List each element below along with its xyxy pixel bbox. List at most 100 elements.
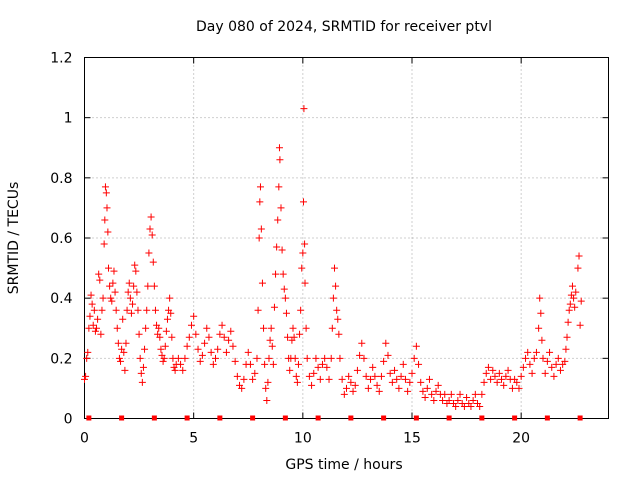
- data-point: [480, 378, 488, 386]
- data-point: [358, 339, 366, 347]
- data-point: [192, 330, 200, 338]
- data-point: [166, 294, 174, 302]
- data-point: [291, 354, 299, 362]
- data-point: [268, 342, 276, 350]
- data-point: [100, 240, 108, 248]
- data-point: [289, 324, 297, 332]
- data-point: [231, 357, 239, 365]
- data-point: [194, 345, 202, 353]
- data-point: [267, 324, 275, 332]
- data-point: [183, 342, 191, 350]
- data-point: [218, 321, 226, 329]
- y-tick-label: 0.2: [50, 351, 72, 367]
- data-point: [293, 378, 301, 386]
- data-point: [362, 372, 370, 380]
- data-point: [360, 354, 368, 362]
- data-point: [282, 309, 290, 317]
- data-point: [408, 369, 416, 377]
- data-point: [280, 285, 288, 293]
- gap-marker: [119, 415, 125, 421]
- gap-marker: [282, 415, 288, 421]
- data-point: [561, 357, 569, 365]
- data-point: [121, 366, 129, 374]
- data-point: [421, 393, 429, 401]
- data-point: [554, 354, 562, 362]
- data-point: [404, 387, 412, 395]
- data-point: [135, 330, 143, 338]
- data-point: [150, 282, 158, 290]
- data-point: [279, 270, 287, 278]
- data-point: [139, 363, 147, 371]
- data-point: [124, 288, 132, 296]
- data-point: [454, 396, 462, 404]
- data-point: [535, 324, 543, 332]
- data-point: [332, 282, 340, 290]
- data-point: [345, 372, 353, 380]
- data-point: [275, 183, 283, 191]
- data-point: [203, 324, 211, 332]
- data-point: [266, 336, 274, 344]
- data-point: [336, 354, 344, 362]
- x-axis-label: GPS time / hours: [285, 457, 402, 473]
- data-point: [190, 312, 198, 320]
- data-point: [441, 390, 449, 398]
- data-point: [375, 387, 383, 395]
- data-point: [229, 342, 237, 350]
- data-point: [564, 318, 572, 326]
- gap-marker: [381, 415, 387, 421]
- x-tick-label: 5: [189, 431, 198, 447]
- data-point: [160, 354, 168, 362]
- data-point: [246, 360, 254, 368]
- y-tick-label: 1: [64, 111, 73, 127]
- data-point: [310, 369, 318, 377]
- data-point: [298, 264, 306, 272]
- data-point: [185, 333, 193, 341]
- gap-marker: [544, 415, 550, 421]
- data-point: [146, 225, 154, 233]
- data-point: [264, 378, 272, 386]
- data-point: [198, 351, 206, 359]
- data-point: [538, 336, 546, 344]
- x-tick-label: 10: [294, 431, 312, 447]
- data-point: [478, 390, 486, 398]
- data-point: [530, 354, 538, 362]
- data-point: [312, 354, 320, 362]
- data-point: [255, 234, 263, 242]
- data-point: [328, 324, 336, 332]
- data-point: [323, 363, 331, 371]
- data-point: [292, 372, 300, 380]
- data-point: [112, 306, 120, 314]
- data-point: [471, 390, 479, 398]
- data-point: [177, 360, 185, 368]
- data-point: [90, 306, 98, 314]
- data-point: [338, 375, 346, 383]
- data-point: [301, 279, 309, 287]
- data-point: [142, 324, 150, 332]
- data-point: [508, 384, 516, 392]
- data-point: [428, 390, 436, 398]
- data-point: [308, 381, 316, 389]
- data-point: [132, 267, 140, 275]
- data-point: [513, 378, 521, 386]
- gap-markers: [86, 415, 583, 421]
- gap-marker: [217, 415, 223, 421]
- data-point: [126, 294, 134, 302]
- data-point: [371, 372, 379, 380]
- data-point: [130, 282, 138, 290]
- data-point: [96, 276, 104, 284]
- data-point: [117, 357, 125, 365]
- data-point: [476, 402, 484, 410]
- data-point: [131, 261, 139, 269]
- y-tick-label: 0.6: [50, 231, 72, 247]
- data-point: [187, 321, 195, 329]
- x-tick-label: 20: [512, 431, 530, 447]
- data-point: [318, 360, 326, 368]
- gap-marker: [151, 415, 157, 421]
- data-point: [284, 333, 292, 341]
- data-point: [504, 366, 512, 374]
- data-point: [161, 342, 169, 350]
- data-point: [489, 366, 497, 374]
- data-point: [270, 303, 278, 311]
- data-point: [91, 327, 99, 335]
